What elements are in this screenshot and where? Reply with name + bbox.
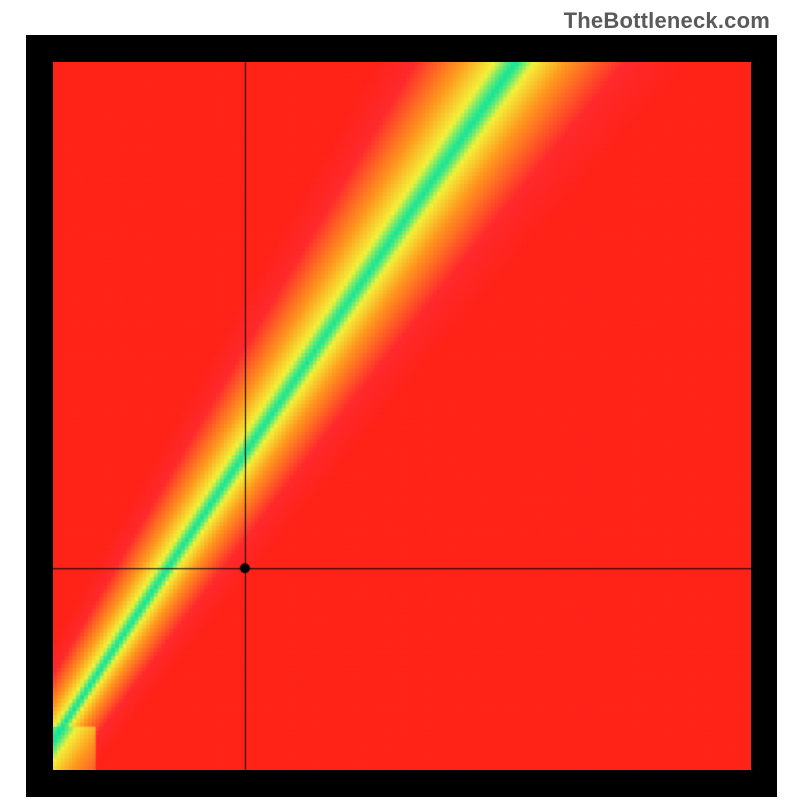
watermark-text: TheBottleneck.com xyxy=(564,8,770,34)
crosshair-overlay xyxy=(53,62,751,770)
chart-container: TheBottleneck.com xyxy=(0,0,800,800)
